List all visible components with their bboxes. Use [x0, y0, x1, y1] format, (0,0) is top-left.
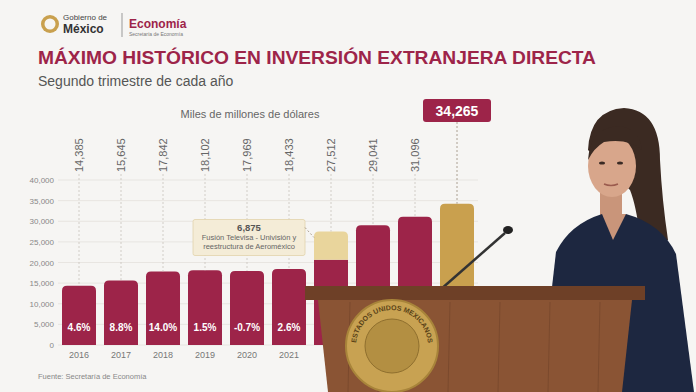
header-text: Gobierno de — [63, 13, 108, 22]
growth-label: 4.6% — [68, 322, 91, 333]
title: MÁXIMO HISTÓRICO EN INVERSIÓN EXTRANJERA… — [38, 47, 596, 68]
total-leader — [373, 174, 374, 225]
total-leader — [415, 174, 416, 217]
annotation: 6,875Fusión Televisa - Univisión yreestr… — [193, 220, 314, 256]
total-label: 31,096 — [409, 138, 421, 172]
tick-label: 40,000 — [30, 176, 55, 185]
total-label: 17,842 — [157, 138, 169, 172]
seal-inner — [365, 319, 419, 373]
emblem-inner — [45, 19, 56, 30]
category-label: 2016 — [69, 350, 89, 360]
wood-grain — [548, 302, 550, 392]
seal — [346, 300, 438, 392]
bar — [230, 271, 264, 345]
growth-label: 14.0% — [149, 322, 177, 333]
header-text: Secretaría de Economía — [129, 31, 183, 37]
bar — [314, 232, 348, 260]
seal-text: ESTADOS UNIDOS MEXICANOS — [350, 304, 434, 344]
total-label: 17,969 — [241, 138, 253, 172]
annotation-box — [193, 220, 305, 256]
background — [0, 0, 696, 392]
growth-label: 2.6% — [278, 322, 301, 333]
chart-root: Gobierno deMéxico EconomíaSecretaría de E… — [0, 0, 696, 392]
tick-label: 35,000 — [30, 197, 55, 206]
podium-top — [305, 286, 645, 300]
wood-grain — [598, 302, 600, 392]
annotation-leader — [305, 228, 314, 238]
microphone-stand — [440, 233, 505, 290]
bar — [146, 271, 180, 345]
annotation-value: 6,875 — [237, 222, 261, 233]
source: Fuente: Secretaría de Economía — [38, 372, 147, 381]
tick-label: 25,000 — [30, 238, 55, 247]
eye — [617, 161, 623, 164]
page: Gobierno deMéxico EconomíaSecretaría de E… — [0, 0, 696, 392]
subtitle: Segundo trimestre de cada año — [38, 73, 234, 89]
total-label: 34,265 — [436, 103, 479, 119]
total-leader — [457, 122, 458, 204]
header-separator — [122, 13, 123, 37]
grid-line — [58, 200, 478, 201]
mouth — [604, 184, 618, 186]
growth-labels: 4.6% 8.8% 14.0% 1.5% -0.7% 2.6% — [68, 322, 301, 333]
tick-label: 0 — [50, 341, 55, 350]
annotation-text: Fusión Televisa - Univisión yreestructur… — [202, 233, 297, 251]
total-leader — [331, 174, 332, 232]
highlight-box — [423, 99, 491, 122]
total-label: 27,512 — [325, 138, 337, 172]
tick-label: 30,000 — [30, 217, 55, 226]
tick-label: 20,000 — [30, 259, 55, 268]
microphone — [503, 226, 513, 234]
total-label: 15,645 — [115, 138, 127, 172]
podium-body — [318, 300, 632, 392]
bar — [104, 280, 138, 345]
growth-label: 1.5% — [194, 322, 217, 333]
wood-grain — [448, 302, 450, 392]
total-leader — [121, 174, 122, 280]
header-text: Economía — [129, 17, 187, 31]
total-leader — [163, 174, 164, 271]
tick-label: 15,000 — [30, 279, 55, 288]
category-label: 2020 — [237, 350, 257, 360]
bar — [62, 286, 96, 345]
header-text: México — [63, 22, 104, 36]
annotation-line: Fusión Televisa - Univisión y — [202, 233, 297, 242]
total-label: 18,102 — [199, 138, 211, 172]
collar — [602, 214, 626, 240]
category-label: 2017 — [111, 350, 131, 360]
growth-label: -0.7% — [234, 322, 260, 333]
seal-text-path: ESTADOS UNIDOS MEXICANOS — [350, 304, 434, 344]
growth-label: 8.8% — [110, 322, 133, 333]
annotation-line: reestructura de Aeroméxico — [203, 242, 295, 251]
wood-grain — [498, 302, 500, 392]
category-label: 2018 — [153, 350, 173, 360]
total-labels: 14,385 15,645 17,842 18,102 17,969 18,433 27,5… — [73, 99, 491, 286]
category-label: 2021 — [279, 350, 299, 360]
total-leader — [79, 174, 80, 286]
podium: ESTADOS UNIDOS MEXICANOS — [305, 286, 645, 392]
total-label: 14,385 — [73, 138, 85, 172]
total-label: 18,433 — [283, 138, 295, 172]
x-axis: 2016 2017 2018 2019 2020 2021 — [69, 350, 299, 360]
emblem — [41, 15, 59, 33]
category-label: 2019 — [195, 350, 215, 360]
tick-label: 10,000 — [30, 300, 55, 309]
eye — [599, 161, 605, 164]
fringe — [588, 126, 642, 160]
axis-title: Miles de millones de dólares — [181, 108, 320, 120]
tick-label: 5,000 — [34, 320, 55, 329]
bar — [188, 270, 222, 345]
total-label: 29,041 — [367, 138, 379, 172]
bar — [272, 269, 306, 345]
